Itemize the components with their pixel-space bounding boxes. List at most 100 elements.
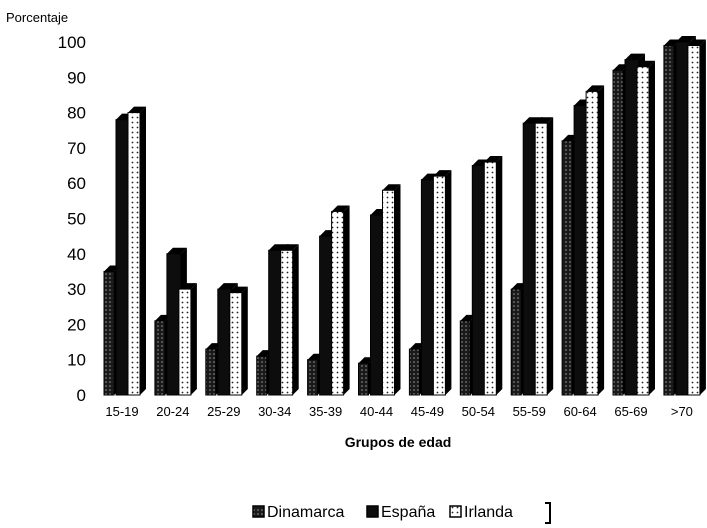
bar-front (510, 288, 522, 396)
bar-front (178, 288, 192, 396)
bar-front (534, 122, 548, 396)
bar-front (408, 348, 420, 396)
bar-front (382, 189, 395, 396)
x-ticks: 15-19 20-24 25-29 30-34 35-39 40-44 45-49 50-54… (105, 404, 693, 419)
y-tick-label: 20 (67, 315, 86, 334)
x-tick-label: 15-19 (105, 404, 138, 419)
x-tick-label: 20-24 (156, 404, 189, 419)
y-tick-label: 50 (67, 210, 86, 229)
bar-side (241, 286, 248, 395)
legend-item-irlanda: Irlanda (449, 504, 513, 521)
legend-swatch (252, 505, 265, 518)
legend-bracket (545, 502, 551, 524)
bar-side (496, 156, 503, 395)
bar-top (484, 156, 503, 163)
bar-irlanda (483, 156, 503, 396)
y-tick-label: 100 (58, 33, 86, 52)
y-tick-label: 90 (67, 68, 86, 87)
legend-item-espa-a: España (366, 504, 435, 521)
bar-top (229, 286, 248, 293)
bar-side (394, 184, 401, 395)
y-ticks: 0 10 20 30 40 50 60 70 80 90 100 (58, 33, 86, 405)
bar-side (445, 170, 452, 395)
bar-front (280, 249, 294, 396)
bar-side (190, 283, 197, 395)
bar-front (127, 112, 141, 396)
bar-top (663, 39, 680, 46)
bar-front (358, 362, 369, 396)
bar-front (154, 320, 166, 396)
bar-front (612, 69, 624, 396)
x-tick-label: 55-59 (513, 404, 546, 419)
x-tick-label: 45-49 (411, 404, 444, 419)
x-tick-label: 25-29 (207, 404, 240, 419)
bars (103, 36, 706, 396)
bar-front (585, 90, 599, 396)
y-tick-label: 10 (67, 351, 86, 370)
bar-front (561, 140, 573, 396)
bar-top (382, 184, 401, 191)
bar-side (343, 205, 350, 395)
x-tick-label: 30-34 (258, 404, 291, 419)
bar-side (649, 60, 655, 396)
bar-top (625, 53, 645, 60)
bar-irlanda (585, 85, 605, 396)
bar-front (459, 320, 471, 396)
bar-top (217, 283, 238, 290)
bar-front (636, 66, 650, 396)
x-tick-label: 35-39 (309, 404, 342, 419)
bar-front (432, 175, 446, 396)
bar-top (178, 283, 197, 290)
bar-front (307, 359, 319, 396)
bar-front (663, 45, 675, 396)
y-tick-label: 60 (67, 174, 86, 193)
bar-irlanda (178, 283, 197, 396)
bar-top (675, 36, 696, 42)
bar-irlanda (534, 117, 554, 396)
bar-irlanda (280, 244, 299, 396)
bar-front (103, 270, 115, 396)
bar-front (256, 355, 268, 396)
bar-top (166, 247, 187, 254)
bar-top (280, 244, 299, 251)
bar-front (687, 45, 701, 396)
bar-top (687, 39, 706, 46)
bar-irlanda (229, 286, 248, 396)
y-tick-label: 0 (77, 386, 86, 405)
y-tick-label: 80 (67, 104, 86, 123)
bar-irlanda (636, 60, 655, 396)
bar-side (598, 85, 605, 396)
y-axis-label: Porcentaje (6, 10, 68, 25)
bar-side (547, 117, 554, 395)
bar-front (229, 292, 243, 396)
bar-side (699, 39, 706, 395)
y-tick-label: 40 (67, 245, 86, 264)
y-tick-label: 70 (67, 139, 86, 158)
bar-irlanda (331, 205, 350, 396)
bar-front (331, 210, 345, 396)
bar-top (128, 106, 146, 113)
legend-label: España (381, 504, 435, 521)
bar-front (205, 348, 217, 396)
legend-swatch (366, 505, 379, 518)
x-tick-label: >70 (671, 404, 693, 419)
legend-label: Dinamarca (267, 504, 344, 521)
bar-top (586, 85, 605, 92)
bar-irlanda (382, 184, 401, 396)
bar-side (140, 106, 146, 395)
x-tick-label: 65-69 (614, 404, 647, 419)
bar-irlanda (127, 106, 146, 396)
bar-top (331, 205, 350, 212)
legend-swatch (449, 505, 462, 518)
bar-top (535, 117, 554, 124)
bar-front (483, 161, 497, 396)
bar-irlanda (687, 39, 706, 396)
x-tick-label: 50-54 (462, 404, 495, 419)
legend: Dinamarca España Irlanda (252, 502, 551, 524)
x-tick-label: 60-64 (563, 404, 596, 419)
bar-irlanda (432, 170, 452, 396)
bar-top (637, 60, 655, 67)
legend-item-dinamarca: Dinamarca (252, 504, 344, 521)
bar-side (292, 244, 299, 395)
